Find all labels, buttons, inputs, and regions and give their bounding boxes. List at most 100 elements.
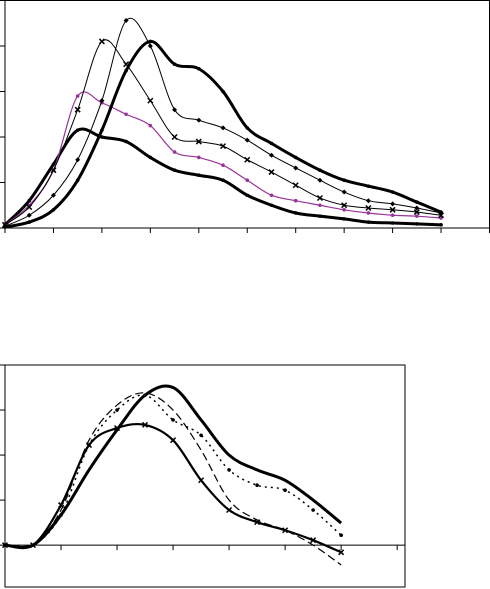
marker — [74, 106, 81, 113]
marker — [365, 204, 372, 212]
marker — [147, 97, 154, 104]
marker — [318, 168, 322, 173]
marker — [87, 443, 91, 447]
marker — [98, 38, 105, 45]
marker — [26, 204, 33, 211]
marker — [50, 192, 56, 198]
marker — [268, 152, 274, 158]
marker — [123, 18, 129, 24]
marker — [100, 135, 104, 139]
marker — [143, 393, 147, 397]
marker — [293, 165, 299, 171]
marker — [171, 133, 178, 141]
marker — [51, 162, 56, 167]
marker — [342, 178, 346, 183]
marker — [415, 200, 419, 204]
marker — [124, 139, 128, 144]
marker — [115, 408, 119, 412]
marker — [366, 211, 371, 215]
marker — [245, 126, 250, 130]
marker — [293, 211, 298, 215]
marker — [172, 168, 177, 173]
marker — [51, 208, 56, 212]
marker — [124, 68, 128, 73]
series-line — [4, 39, 442, 229]
marker — [100, 128, 104, 132]
marker — [221, 178, 225, 183]
marker — [99, 98, 105, 104]
marker — [27, 198, 32, 203]
marker — [197, 155, 201, 160]
marker — [196, 117, 202, 123]
marker — [316, 194, 323, 202]
marker — [245, 193, 250, 198]
marker — [269, 193, 274, 198]
marker — [390, 221, 395, 225]
marker — [415, 222, 419, 226]
marker — [268, 169, 275, 176]
marker — [339, 533, 343, 538]
marker — [439, 210, 443, 214]
marker — [439, 223, 443, 227]
marker — [245, 178, 250, 183]
marker — [147, 43, 153, 49]
marker — [198, 477, 205, 484]
marker — [148, 155, 153, 160]
marker — [311, 508, 315, 512]
marker — [172, 62, 177, 66]
marker — [124, 112, 128, 117]
marker — [414, 205, 420, 211]
marker — [226, 506, 233, 514]
marker — [341, 202, 348, 209]
series-line — [4, 392, 342, 566]
series-line — [4, 39, 442, 226]
marker — [318, 214, 322, 218]
marker — [390, 190, 395, 194]
marker — [244, 156, 251, 163]
marker — [142, 421, 149, 428]
marker — [389, 206, 396, 213]
marker — [342, 208, 346, 212]
marker — [338, 549, 345, 556]
marker — [75, 178, 80, 183]
marker — [221, 89, 225, 94]
marker — [199, 433, 203, 438]
marker — [415, 214, 419, 218]
marker — [413, 209, 420, 216]
marker — [293, 155, 298, 160]
series-line — [4, 17, 442, 227]
marker — [197, 66, 201, 71]
marker — [244, 137, 250, 143]
marker — [171, 418, 175, 422]
marker — [172, 150, 177, 154]
marker — [114, 425, 121, 432]
marker — [292, 182, 299, 189]
marker — [293, 198, 298, 203]
marker — [310, 537, 317, 544]
marker — [219, 143, 227, 150]
marker — [170, 437, 177, 444]
marker — [390, 201, 396, 207]
series-line — [4, 91, 442, 226]
marker — [148, 123, 153, 128]
marker — [148, 39, 153, 44]
marker — [342, 217, 346, 221]
marker — [75, 94, 80, 98]
marker — [269, 141, 274, 146]
marker — [59, 513, 63, 517]
marker — [390, 213, 395, 218]
marker — [269, 203, 274, 208]
marker — [50, 167, 57, 174]
marker — [366, 184, 371, 188]
marker — [366, 220, 371, 224]
marker — [26, 212, 32, 218]
marker — [3, 543, 7, 547]
marker — [27, 220, 32, 224]
marker — [75, 128, 80, 132]
plot-frame — [4, 364, 406, 588]
marker — [221, 163, 225, 168]
marker — [365, 198, 371, 204]
marker — [283, 488, 287, 492]
